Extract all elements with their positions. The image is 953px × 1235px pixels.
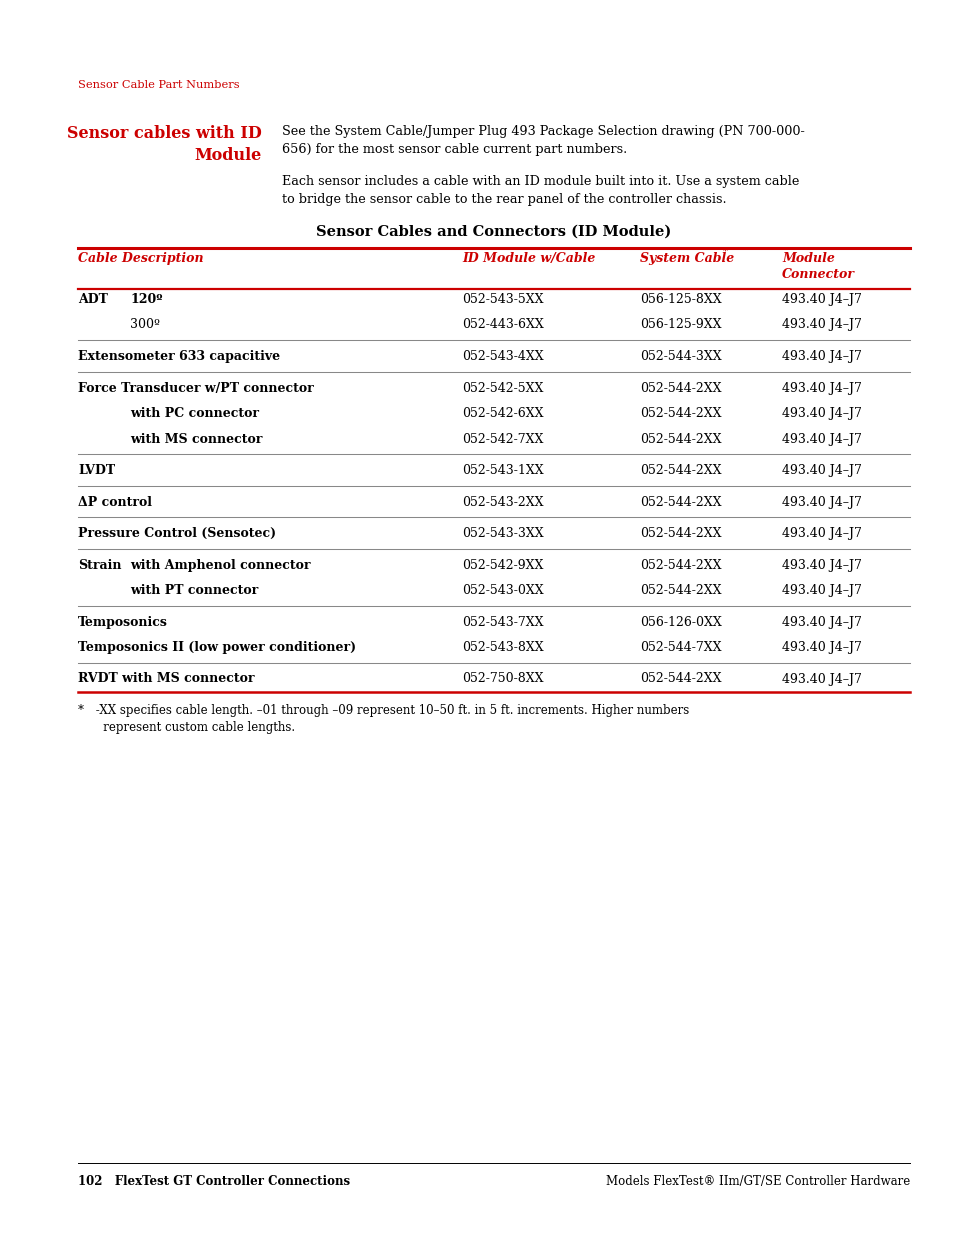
- Text: ID Module w/Cable: ID Module w/Cable: [461, 252, 595, 266]
- Text: with PT connector: with PT connector: [130, 584, 258, 597]
- Text: 056-125-9XX: 056-125-9XX: [639, 319, 720, 331]
- Text: Sensor Cables and Connectors (ID Module): Sensor Cables and Connectors (ID Module): [316, 225, 671, 240]
- Text: 052-543-4XX: 052-543-4XX: [461, 350, 543, 363]
- Text: 052-544-3XX: 052-544-3XX: [639, 350, 720, 363]
- Text: Sensor cables with ID
Module: Sensor cables with ID Module: [67, 125, 262, 163]
- Text: 052-542-5XX: 052-542-5XX: [461, 382, 543, 394]
- Text: RVDT with MS connector: RVDT with MS connector: [78, 673, 254, 685]
- Text: Pressure Control (Sensotec): Pressure Control (Sensotec): [78, 527, 275, 540]
- Text: 052-544-2XX: 052-544-2XX: [639, 558, 720, 572]
- Text: 052-544-2XX: 052-544-2XX: [639, 584, 720, 597]
- Text: 493.40 J4–J7: 493.40 J4–J7: [781, 319, 861, 331]
- Text: 052-543-2XX: 052-543-2XX: [461, 495, 543, 509]
- Text: 493.40 J4–J7: 493.40 J4–J7: [781, 408, 861, 420]
- Text: 052-543-5XX: 052-543-5XX: [461, 293, 543, 306]
- Text: 052-544-2XX: 052-544-2XX: [639, 527, 720, 540]
- Text: System Cable: System Cable: [639, 252, 734, 266]
- Text: -XX specifies cable length. –01 through –09 represent 10–50 ft. in 5 ft. increme: -XX specifies cable length. –01 through …: [91, 704, 688, 734]
- Text: Cable Description: Cable Description: [78, 252, 203, 266]
- Text: Each sensor includes a cable with an ID module built into it. Use a system cable: Each sensor includes a cable with an ID …: [282, 175, 799, 206]
- Text: 300º: 300º: [130, 319, 160, 331]
- Text: LVDT: LVDT: [78, 464, 115, 477]
- Text: 052-542-6XX: 052-542-6XX: [461, 408, 543, 420]
- Text: Temposonics II (low power conditioner): Temposonics II (low power conditioner): [78, 641, 355, 655]
- Text: 052-543-1XX: 052-543-1XX: [461, 464, 543, 477]
- Text: Extensometer 633 capacitive: Extensometer 633 capacitive: [78, 350, 280, 363]
- Text: Sensor Cable Part Numbers: Sensor Cable Part Numbers: [78, 80, 239, 90]
- Text: Module
Connector: Module Connector: [781, 252, 854, 282]
- Text: 052-544-2XX: 052-544-2XX: [639, 673, 720, 685]
- Text: 493.40 J4–J7: 493.40 J4–J7: [781, 293, 861, 306]
- Text: 052-542-7XX: 052-542-7XX: [461, 432, 543, 446]
- Text: 493.40 J4–J7: 493.40 J4–J7: [781, 432, 861, 446]
- Text: Temposonics: Temposonics: [78, 615, 168, 629]
- Text: 056-126-0XX: 056-126-0XX: [639, 615, 721, 629]
- Text: with Amphenol connector: with Amphenol connector: [130, 558, 310, 572]
- Text: 493.40 J4–J7: 493.40 J4–J7: [781, 673, 861, 685]
- Text: 493.40 J4–J7: 493.40 J4–J7: [781, 558, 861, 572]
- Text: 052-543-0XX: 052-543-0XX: [461, 584, 543, 597]
- Text: 052-543-3XX: 052-543-3XX: [461, 527, 543, 540]
- Text: 052-544-2XX: 052-544-2XX: [639, 495, 720, 509]
- Text: 052-544-2XX: 052-544-2XX: [639, 408, 720, 420]
- Text: *: *: [722, 247, 727, 256]
- Text: 052-542-9XX: 052-542-9XX: [461, 558, 543, 572]
- Text: 493.40 J4–J7: 493.40 J4–J7: [781, 382, 861, 394]
- Text: 493.40 J4–J7: 493.40 J4–J7: [781, 641, 861, 655]
- Text: 052-544-2XX: 052-544-2XX: [639, 432, 720, 446]
- Text: 493.40 J4–J7: 493.40 J4–J7: [781, 464, 861, 477]
- Text: 052-543-8XX: 052-543-8XX: [461, 641, 543, 655]
- Text: 052-750-8XX: 052-750-8XX: [461, 673, 543, 685]
- Text: with PC connector: with PC connector: [130, 408, 258, 420]
- Text: 493.40 J4–J7: 493.40 J4–J7: [781, 495, 861, 509]
- Text: *: *: [78, 704, 84, 718]
- Text: 493.40 J4–J7: 493.40 J4–J7: [781, 615, 861, 629]
- Text: 052-443-6XX: 052-443-6XX: [461, 319, 543, 331]
- Text: 056-125-8XX: 056-125-8XX: [639, 293, 720, 306]
- Text: 052-544-7XX: 052-544-7XX: [639, 641, 720, 655]
- Text: See the System Cable/Jumper Plug 493 Package Selection drawing (PN 700-000-
656): See the System Cable/Jumper Plug 493 Pac…: [282, 125, 804, 156]
- Text: ADT: ADT: [78, 293, 108, 306]
- Text: 493.40 J4–J7: 493.40 J4–J7: [781, 584, 861, 597]
- Text: ΔP control: ΔP control: [78, 495, 152, 509]
- Text: with MS connector: with MS connector: [130, 432, 262, 446]
- Text: 120º: 120º: [130, 293, 162, 306]
- Text: 493.40 J4–J7: 493.40 J4–J7: [781, 527, 861, 540]
- Text: 493.40 J4–J7: 493.40 J4–J7: [781, 350, 861, 363]
- Text: Models FlexTest® IIm/GT/SE Controller Hardware: Models FlexTest® IIm/GT/SE Controller Ha…: [605, 1174, 909, 1188]
- Text: 052-544-2XX: 052-544-2XX: [639, 464, 720, 477]
- Text: 052-543-7XX: 052-543-7XX: [461, 615, 543, 629]
- Text: Force Transducer w/PT connector: Force Transducer w/PT connector: [78, 382, 314, 394]
- Text: 052-544-2XX: 052-544-2XX: [639, 382, 720, 394]
- Text: Strain: Strain: [78, 558, 121, 572]
- Text: 102   FlexTest GT Controller Connections: 102 FlexTest GT Controller Connections: [78, 1174, 350, 1188]
